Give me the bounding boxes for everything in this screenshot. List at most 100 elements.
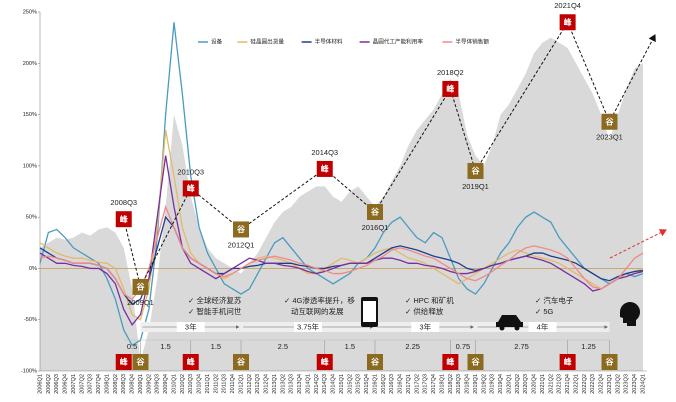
x-tick-label: 2023Q4 bbox=[632, 374, 638, 394]
x-tick-label: 2024Q1 bbox=[640, 374, 646, 394]
phone-screen bbox=[363, 301, 376, 322]
phase-duration: 0.75 bbox=[456, 342, 471, 351]
turning-point bbox=[601, 113, 618, 130]
x-tick-label: 2022Q3 bbox=[590, 374, 596, 394]
phase-duration: 2.25 bbox=[405, 342, 420, 351]
timeline-marker-text: 谷 bbox=[605, 357, 615, 367]
timeline-marker bbox=[442, 354, 459, 370]
turning-point-text: 峰 bbox=[446, 84, 454, 94]
timeline-marker bbox=[467, 354, 484, 370]
x-tick-label: 2008Q3 bbox=[121, 374, 127, 394]
x-tick-label: 2020Q2 bbox=[515, 374, 521, 394]
series-line bbox=[39, 155, 644, 327]
timeline-marker-text: 谷 bbox=[370, 357, 380, 367]
x-tick-label: 2017Q1 bbox=[406, 374, 412, 394]
turning-label: 2008Q3 bbox=[110, 198, 137, 207]
x-tick-label: 2007Q2 bbox=[79, 374, 85, 394]
x-tick-label: 2022Q1 bbox=[573, 374, 579, 394]
turning-point bbox=[182, 180, 199, 197]
x-tick-label: 2019Q2 bbox=[481, 374, 487, 394]
x-tick-label: 2006Q3 bbox=[54, 374, 60, 394]
legend-label: 半导体销售额 bbox=[455, 37, 489, 45]
turning-point bbox=[233, 221, 249, 238]
cycle-label-bg bbox=[528, 322, 557, 332]
driver-text: ✓ 供给释放 bbox=[405, 306, 444, 316]
phase-duration: 1.5 bbox=[211, 342, 221, 351]
cycle-label-bg bbox=[294, 322, 322, 332]
timeline-marker bbox=[233, 354, 249, 370]
turning-point bbox=[442, 80, 459, 97]
area bbox=[40, 37, 643, 372]
timeline-marker-text: 谷 bbox=[471, 357, 481, 367]
x-tick-label: 2022Q4 bbox=[599, 374, 605, 394]
driver-text: ✓ 汽车电子 bbox=[535, 295, 574, 305]
x-tick-label: 2009Q1 bbox=[138, 374, 144, 394]
x-tick-label: 2012Q3 bbox=[255, 374, 261, 394]
driver-text: ✓ 5G bbox=[535, 307, 554, 316]
car-wheel bbox=[499, 325, 505, 331]
x-tick-label: 2006Q1 bbox=[37, 374, 43, 394]
x-tick-label: 2015Q4 bbox=[364, 374, 370, 394]
x-tick-label: 2022Q2 bbox=[582, 374, 588, 394]
icons bbox=[361, 297, 640, 331]
timeline-marker bbox=[601, 354, 618, 370]
phase-duration: 2.5 bbox=[278, 342, 288, 351]
driver-text: ✓ 智能手机问世 bbox=[188, 306, 242, 316]
timeline-marker-text: 谷 bbox=[136, 357, 146, 367]
forecast-arrow bbox=[609, 229, 667, 259]
x-tick-label: 2019Q4 bbox=[498, 374, 504, 394]
x-tick-label: 2018Q1 bbox=[439, 374, 445, 394]
x-tick-label: 2010Q3 bbox=[188, 374, 194, 394]
x-tick-label: 2011Q2 bbox=[213, 374, 219, 394]
timeline-marker-text: 峰 bbox=[187, 357, 195, 367]
x-tick-label: 2018Q2 bbox=[448, 374, 454, 394]
timeline-marker bbox=[559, 354, 576, 370]
x-tick-label: 2016Q1 bbox=[372, 374, 378, 394]
x-tick-label: 2023Q2 bbox=[615, 374, 621, 394]
x-tick-label: 2010Q1 bbox=[171, 374, 177, 394]
y-tick-label: -100% bbox=[21, 368, 37, 374]
x-tick-label: 2008Q4 bbox=[130, 374, 136, 394]
x-tick-label: 2010Q4 bbox=[197, 374, 203, 394]
timeline-marker-text: 峰 bbox=[321, 357, 329, 367]
x-tick-label: 2019Q3 bbox=[490, 374, 496, 394]
x-tick-label: 2016Q2 bbox=[381, 374, 387, 394]
x-tick-label: 2007Q3 bbox=[88, 374, 94, 394]
x-tick-label: 2013Q1 bbox=[272, 374, 278, 394]
x-tick-label: 2012Q2 bbox=[247, 374, 253, 394]
x-tick-label: 2011Q3 bbox=[222, 374, 228, 394]
timeline-marker bbox=[367, 354, 383, 370]
turning-label: 2018Q2 bbox=[437, 68, 464, 77]
x-tick-label: 2021Q3 bbox=[557, 374, 563, 394]
timeline-marker-text: 峰 bbox=[446, 357, 454, 367]
driver-text: ✓ 全球经济复苏 bbox=[188, 295, 242, 305]
turning-point bbox=[132, 278, 149, 295]
phase-duration: 2.75 bbox=[514, 342, 529, 351]
driver-text: ✓ HPC 和矿机 bbox=[405, 295, 454, 305]
x-tick-label: 2014Q4 bbox=[331, 374, 337, 394]
x-tick-label: 2013Q4 bbox=[297, 374, 303, 394]
timeline-marker-text: 谷 bbox=[236, 357, 246, 367]
x-tick-label: 2009Q3 bbox=[155, 374, 161, 394]
x-tick-label: 2014Q3 bbox=[322, 374, 328, 394]
cycle-label-bg bbox=[176, 322, 205, 332]
y-tick-label: 250% bbox=[23, 9, 37, 15]
legend-label: 半导体材料 bbox=[315, 37, 343, 45]
x-tick-label: 2020Q1 bbox=[506, 374, 512, 394]
x-tick-label: 2016Q4 bbox=[398, 374, 404, 394]
turning-point-text: 谷 bbox=[471, 166, 481, 176]
timeline-marker bbox=[316, 354, 333, 370]
x-tick-label: 2009Q2 bbox=[146, 374, 152, 394]
x-tick-label: 2018Q4 bbox=[465, 374, 471, 394]
x-tick-label: 2023Q3 bbox=[624, 374, 630, 394]
x-tick-label: 2023Q1 bbox=[607, 374, 613, 394]
series-line bbox=[39, 129, 644, 321]
x-tick-label: 2017Q3 bbox=[423, 374, 429, 394]
x-tick-label: 2013Q3 bbox=[289, 374, 295, 394]
x-tick-label: 2016Q3 bbox=[389, 374, 395, 394]
turning-label: 2016Q1 bbox=[362, 223, 389, 232]
cycle-length: 3年 bbox=[185, 321, 197, 331]
x-tick-label: 2006Q4 bbox=[63, 374, 69, 394]
legend-label: 设备 bbox=[211, 37, 223, 45]
x-tick-label: 2013Q2 bbox=[280, 374, 286, 394]
